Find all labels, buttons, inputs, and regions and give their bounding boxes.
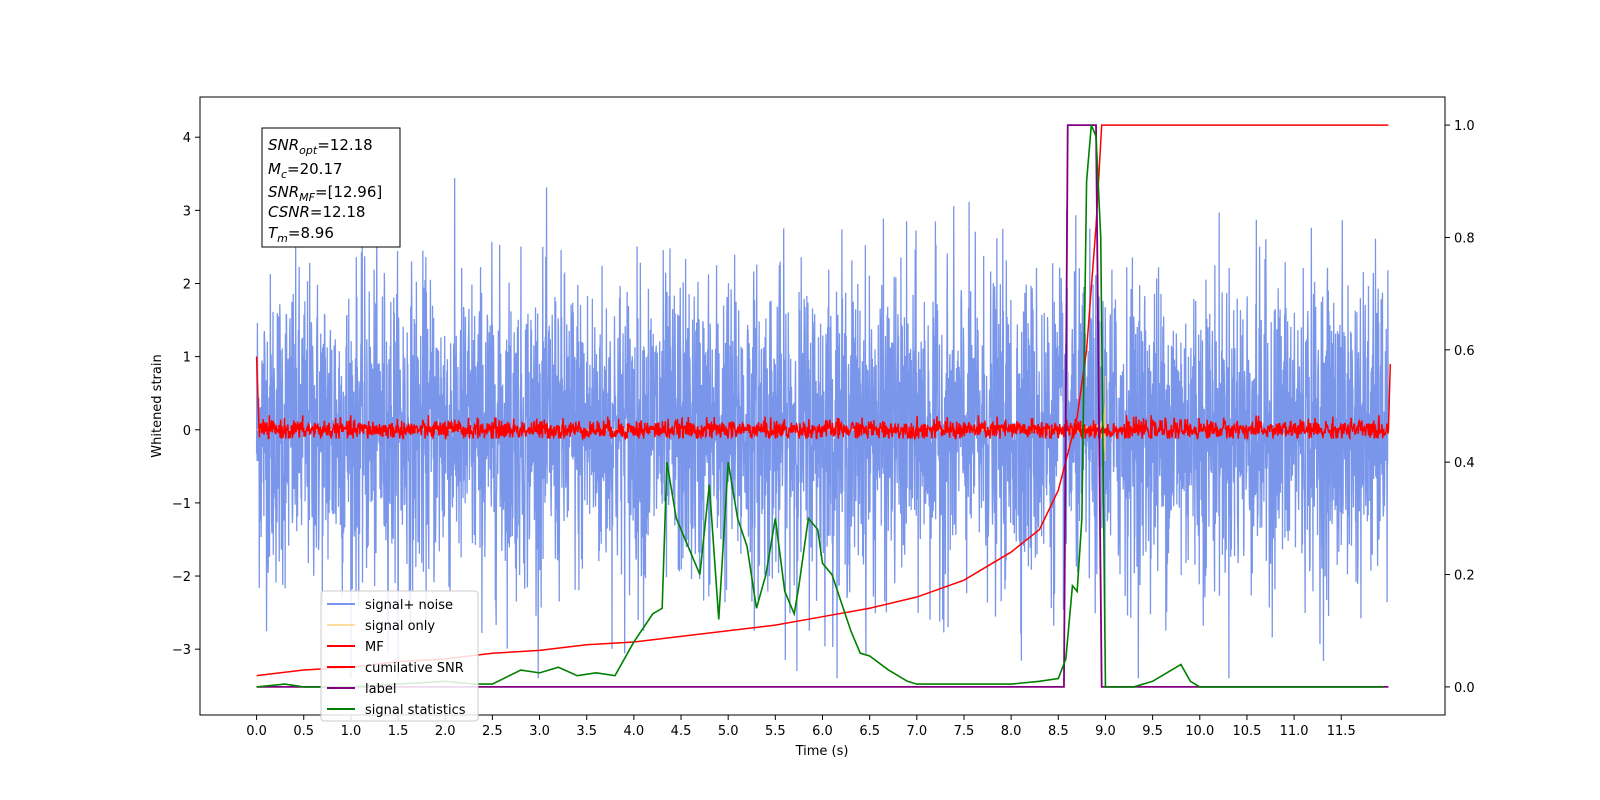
- x-axis-label: Time (s): [795, 744, 849, 759]
- x-tick-label: 6.0: [812, 724, 833, 739]
- info-tm: Tm=8.96: [268, 224, 334, 245]
- y-tick-label: −1: [172, 497, 191, 512]
- series-mf: [255, 356, 1392, 442]
- legend-label: signal statistics: [365, 703, 466, 718]
- x-tick-label: 2.5: [482, 724, 503, 739]
- x-tick-label: 3.5: [576, 724, 597, 739]
- y2-tick-label: 0.2: [1454, 569, 1475, 584]
- y-tick-label: −2: [172, 570, 191, 585]
- y-axis-label: Whitened strain: [150, 354, 165, 457]
- x-tick-label: 8.0: [1001, 724, 1022, 739]
- x-tick-label: 5.5: [765, 724, 786, 739]
- x-tick-label: 4.5: [671, 724, 692, 739]
- x-tick-label: 5.0: [718, 724, 739, 739]
- y-tick-label: 2: [183, 277, 191, 292]
- x-tick-label: 1.0: [341, 724, 362, 739]
- legend-label: signal+ noise: [365, 598, 453, 613]
- x-tick-label: 8.5: [1048, 724, 1069, 739]
- x-tick-label: 3.0: [529, 724, 550, 739]
- x-tick-label: 9.0: [1095, 724, 1116, 739]
- x-tick-label: 10.5: [1232, 724, 1261, 739]
- y2-axis-ticks: 0.0 0.2 0.4 0.6 0.8 1.0: [1445, 119, 1475, 696]
- info-snr-opt: SNRopt=12.18: [268, 136, 373, 157]
- y-tick-label: 4: [183, 131, 191, 146]
- x-tick-label: 4.0: [624, 724, 645, 739]
- x-axis-ticks: 0.0 0.5 1.0 1.5 2.0 2.5 3.0 3.5 4.0 4.5 5.0 5.5 6.0 6…: [246, 715, 1356, 739]
- y-axis-ticks: −3 −2 −1 0 1 2 3 4: [172, 131, 200, 658]
- x-tick-label: 7.5: [954, 724, 975, 739]
- info-csnr: CSNR=12.18: [268, 203, 365, 221]
- x-tick-label: 11.0: [1280, 724, 1309, 739]
- info-snr-mf: SNRMF=[12.96]: [268, 183, 382, 204]
- y2-tick-label: 1.0: [1454, 119, 1475, 134]
- x-tick-label: 0.0: [246, 724, 267, 739]
- x-tick-label: 10.0: [1185, 724, 1214, 739]
- y-tick-label: 0: [183, 424, 191, 439]
- x-tick-label: 9.5: [1142, 724, 1163, 739]
- series-signal-statistics: [256, 124, 1384, 688]
- y2-tick-label: 0.0: [1454, 681, 1475, 696]
- y-tick-label: 3: [183, 204, 191, 219]
- y2-tick-label: 0.6: [1454, 344, 1475, 359]
- y2-tick-label: 0.8: [1454, 231, 1475, 246]
- legend-label: signal only: [365, 619, 435, 634]
- legend-label: label: [365, 682, 396, 697]
- info-box-frame: [261, 127, 401, 248]
- legend-frame: [320, 590, 479, 722]
- y2-tick-label: 0.4: [1454, 456, 1475, 471]
- x-tick-label: 7.0: [906, 724, 927, 739]
- x-tick-label: 6.5: [859, 724, 880, 739]
- y-tick-label: −3: [172, 643, 191, 658]
- x-tick-label: 1.5: [388, 724, 409, 739]
- info-box: SNRopt=12.18 Mc=20.17 SNRMF=[12.96] CSNR…: [261, 127, 401, 248]
- x-tick-label: 0.5: [293, 724, 314, 739]
- legend: signal+ noise signal only MF cumilative SNR…: [320, 590, 479, 722]
- series-label: [256, 124, 1389, 688]
- y-tick-label: 1: [183, 351, 191, 366]
- info-mc: Mc=20.17: [268, 160, 343, 181]
- x-tick-label: 11.5: [1327, 724, 1356, 739]
- x-tick-label: 2.0: [435, 724, 456, 739]
- legend-label: cumilative SNR: [365, 661, 464, 676]
- legend-label: MF: [365, 640, 384, 655]
